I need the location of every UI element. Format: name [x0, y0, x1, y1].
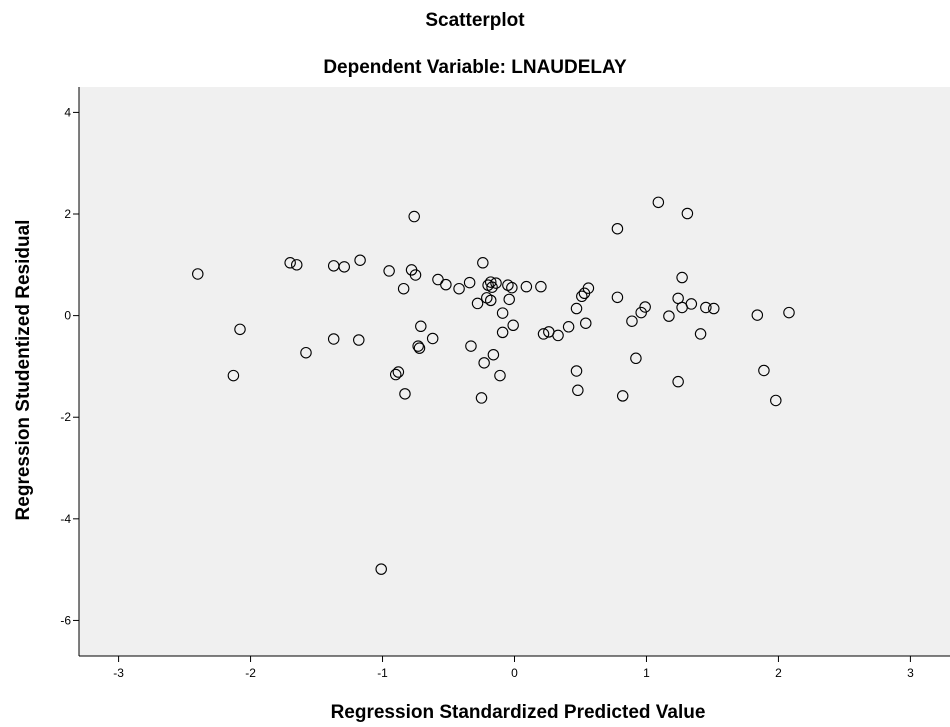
x-axis-label: Regression Standardized Predicted Value	[331, 702, 706, 723]
scatter-point	[562, 321, 575, 333]
plot-area	[79, 87, 950, 656]
scatter-point	[626, 315, 638, 327]
scatter-point	[630, 352, 642, 365]
scatter-point	[770, 394, 782, 407]
scatter-point	[327, 333, 340, 345]
y-tick-label: -6	[60, 613, 71, 627]
scatter-point	[426, 332, 439, 345]
scatter-point	[535, 280, 547, 293]
scatter-point	[353, 334, 365, 346]
x-tick-label: -1	[377, 666, 388, 680]
scatter-point	[409, 269, 422, 281]
scatter-point	[413, 342, 426, 354]
scatter-point	[475, 392, 488, 404]
scatter-point	[503, 293, 515, 306]
scatter-point	[506, 281, 518, 294]
data-points	[192, 196, 795, 575]
scatter-point	[708, 302, 720, 315]
scatter-point	[415, 320, 427, 333]
scatter-point	[681, 207, 694, 220]
chart-subtitle: Dependent Variable: LNAUDELAY	[323, 57, 627, 78]
scatter-point	[694, 328, 707, 340]
scatter-point	[685, 298, 698, 310]
scatter-point	[751, 309, 764, 321]
scatter-point	[234, 323, 246, 336]
scatter-point	[490, 277, 502, 289]
scatter-point	[486, 281, 498, 293]
scatter-point	[520, 280, 533, 293]
scatter-point	[471, 297, 484, 310]
scatter-point	[440, 278, 452, 291]
scatter-point	[392, 366, 405, 378]
scatter-point	[408, 210, 420, 223]
scatter-point	[389, 368, 402, 381]
scatter-point	[783, 306, 795, 319]
scatter-point	[284, 257, 296, 269]
scatter-point	[290, 259, 303, 271]
scatter-point	[478, 357, 490, 369]
scatter-point	[496, 307, 509, 319]
scatter-point	[576, 290, 588, 303]
scatter-point	[663, 310, 675, 322]
x-tick-label: 1	[643, 666, 650, 680]
scatter-point	[494, 369, 506, 382]
scatter-point	[758, 364, 770, 377]
x-tick-label: 3	[907, 666, 914, 680]
y-tick-label: -2	[60, 410, 71, 424]
scatter-point	[611, 222, 624, 235]
scatter-point	[383, 265, 395, 277]
scatter-point	[477, 257, 489, 269]
scatter-point	[582, 282, 595, 294]
scatter-point	[300, 346, 312, 359]
x-axis-ticks: -3 -2 -1 0 1 2 3	[113, 656, 914, 680]
x-tick-label: 0	[511, 666, 518, 680]
scatter-point	[496, 326, 509, 339]
scatter-point	[552, 329, 564, 342]
y-tick-label: -4	[60, 512, 71, 526]
scatter-point	[354, 254, 366, 266]
scatter-point	[570, 302, 583, 315]
x-tick-label: -3	[113, 666, 124, 680]
scatter-point	[580, 317, 592, 329]
y-tick-label: 4	[64, 105, 71, 119]
x-tick-label: -2	[245, 666, 256, 680]
scatter-point	[432, 273, 444, 286]
y-axis-ticks: 4 2 0 -2 -4 -6	[60, 105, 79, 627]
chart-title: Scatterplot	[425, 10, 525, 31]
scatter-point	[537, 328, 550, 340]
scatter-point	[652, 196, 665, 209]
scatter-point	[611, 291, 624, 304]
scatter-point	[487, 348, 500, 361]
scatter-point	[507, 319, 519, 332]
scatter-point	[463, 276, 476, 289]
scatter-point	[484, 294, 497, 307]
scatter-point	[639, 301, 651, 313]
x-tick-label: 2	[775, 666, 782, 680]
scatter-point	[412, 340, 424, 352]
scatter-point	[570, 365, 583, 377]
scatter-point	[399, 388, 411, 400]
scatter-point	[375, 563, 387, 575]
scatter-point	[700, 301, 712, 314]
scatter-point	[672, 375, 684, 388]
scatter-point	[484, 276, 497, 288]
scatter-point	[227, 369, 240, 382]
scatter-point	[676, 271, 688, 284]
y-axis-label: Regression Studentized Residual	[13, 220, 34, 521]
y-tick-label: 0	[64, 309, 71, 323]
scatter-point	[572, 384, 584, 397]
scatter-point	[397, 282, 410, 295]
scatter-point	[465, 340, 477, 352]
scatter-point	[338, 261, 351, 273]
y-tick-label: 2	[64, 207, 71, 221]
scatter-point	[192, 268, 204, 280]
scatter-point	[453, 282, 465, 295]
scatter-point	[616, 390, 629, 402]
